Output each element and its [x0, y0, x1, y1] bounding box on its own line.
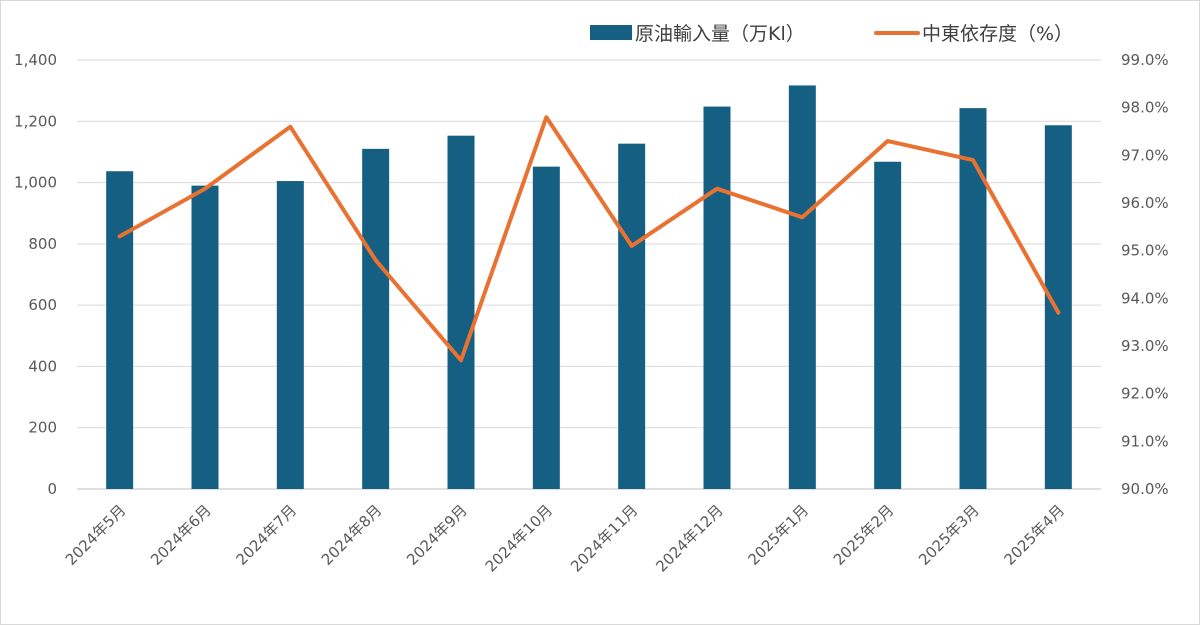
- x-tick-label: 2024年7月: [232, 501, 300, 569]
- x-tick-label: 2024年6月: [147, 501, 215, 569]
- y-left-tick-label: 1,200: [14, 112, 57, 130]
- legend-label-line: 中東依存度（%）: [922, 23, 1073, 45]
- x-tick-label: 2025年1月: [744, 501, 812, 569]
- bar: [447, 135, 475, 489]
- bar: [618, 143, 646, 489]
- legend: 原油輸入量（万Kl） 中東依存度（%）: [590, 23, 1073, 45]
- x-tick-label: 2025年2月: [830, 501, 898, 569]
- bar-series: [106, 85, 1072, 490]
- bar: [874, 161, 902, 489]
- bar: [788, 85, 816, 490]
- bar: [191, 185, 219, 489]
- line-series: [117, 115, 1061, 363]
- bar: [362, 148, 390, 489]
- y-left-tick-label: 400: [28, 357, 57, 375]
- bar: [276, 181, 304, 489]
- legend-swatch-bar: [590, 25, 632, 40]
- y-right-tick-label: 90.0%: [1121, 480, 1169, 498]
- bar: [959, 108, 987, 489]
- y-right-tick-label: 95.0%: [1121, 242, 1169, 260]
- gridlines: [77, 59, 1101, 490]
- x-tick-label: 2024年8月: [318, 501, 386, 569]
- bar: [703, 106, 731, 489]
- x-tick-label: 2024年5月: [62, 501, 130, 569]
- right-axis: 90.0% 91.0% 92.0% 93.0% 94.0% 95.0% 96.0% 97.0%…: [1121, 51, 1169, 498]
- y-left-tick-label: 800: [28, 235, 57, 253]
- y-right-tick-label: 93.0%: [1121, 337, 1169, 355]
- x-tick-label: 2024年9月: [403, 501, 471, 569]
- y-right-tick-label: 91.0%: [1121, 432, 1169, 450]
- y-left-tick-label: 0: [47, 480, 57, 498]
- legend-label-bar: 原油輸入量（万Kl）: [635, 23, 805, 45]
- x-tick-label: 2024年12月: [652, 501, 726, 575]
- line-series-path: [117, 115, 1061, 363]
- y-left-tick-label: 1,400: [14, 51, 57, 69]
- y-right-tick-label: 98.0%: [1121, 99, 1169, 117]
- y-right-tick-label: 96.0%: [1121, 194, 1169, 212]
- x-axis: 2024年5月 2024年6月 2024年7月 2024年8月 2024年9月 2024年…: [62, 501, 1068, 575]
- y-right-tick-label: 97.0%: [1121, 146, 1169, 164]
- x-tick-label: 2025年4月: [1000, 501, 1068, 569]
- bar: [106, 171, 134, 489]
- y-right-tick-label: 92.0%: [1121, 385, 1169, 403]
- left-axis: 0 200 400 600 800 1,000 1,200 1,400: [14, 51, 57, 498]
- y-left-tick-label: 1,000: [14, 174, 57, 192]
- x-tick-label: 2025年3月: [915, 501, 983, 569]
- bar: [532, 166, 560, 489]
- bar: [1044, 125, 1072, 489]
- x-tick-label: 2024年10月: [482, 501, 556, 575]
- y-left-tick-label: 600: [28, 296, 57, 314]
- y-right-tick-label: 99.0%: [1121, 51, 1169, 69]
- y-left-tick-label: 200: [28, 419, 57, 437]
- x-tick-label: 2024年11月: [567, 501, 641, 575]
- y-right-tick-label: 94.0%: [1121, 289, 1169, 307]
